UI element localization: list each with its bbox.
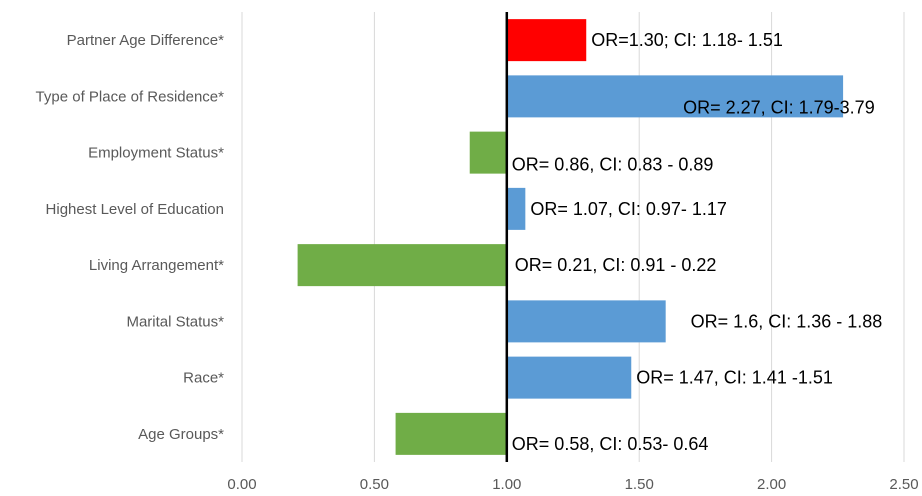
- x-tick-label-5: 2.50: [889, 476, 918, 493]
- bar-0: [506, 19, 587, 62]
- x-tick-label-3: 1.50: [625, 476, 654, 493]
- category-label-0: Partner Age Difference*: [67, 32, 224, 49]
- bar-6: [506, 356, 632, 399]
- data-label-4: OR= 0.21, CI: 0.91 - 0.22: [515, 255, 717, 275]
- data-label-3: OR= 1.07, CI: 0.97- 1.17: [530, 199, 727, 219]
- category-label-6: Race*: [183, 370, 224, 387]
- data-label-2: OR= 0.86, CI: 0.83 - 0.89: [512, 155, 714, 175]
- bars: [297, 19, 844, 455]
- bar-3: [506, 187, 526, 230]
- bar-5: [506, 300, 666, 343]
- data-label-7: OR= 0.58, CI: 0.53- 0.64: [512, 434, 709, 454]
- x-tick-label-4: 2.00: [757, 476, 786, 493]
- category-label-5: Marital Status*: [126, 313, 224, 330]
- category-label-3: Highest Level of Education: [46, 201, 224, 218]
- x-tick-label-2: 1.00: [492, 476, 521, 493]
- x-tick-label-0: 0.00: [227, 476, 256, 493]
- data-label-6: OR= 1.47, CI: 1.41 -1.51: [636, 368, 833, 388]
- bar-2: [469, 131, 507, 174]
- bar-7: [395, 412, 507, 455]
- data-labels: OR=1.30; CI: 1.18- 1.51 OR= 2.27, CI: 1.7…: [512, 30, 882, 454]
- bar-1: [506, 75, 844, 118]
- data-label-0: OR=1.30; CI: 1.18- 1.51: [591, 30, 783, 50]
- category-label-7: Age Groups*: [138, 426, 224, 443]
- data-label-1: OR= 2.27, CI: 1.79-3.79: [683, 97, 875, 117]
- x-tick-label-1: 0.50: [360, 476, 389, 493]
- bar-4: [297, 244, 507, 287]
- category-label-4: Living Arrangement*: [89, 257, 224, 274]
- x-axis-tick-labels: 0.00 0.50 1.00 1.50 2.00 2.50: [227, 476, 918, 493]
- category-label-1: Type of Place of Residence*: [36, 88, 225, 105]
- category-label-2: Employment Status*: [88, 145, 224, 162]
- category-labels: Partner Age Difference* Type of Place of …: [36, 32, 225, 443]
- data-label-5: OR= 1.6, CI: 1.36 - 1.88: [691, 311, 883, 331]
